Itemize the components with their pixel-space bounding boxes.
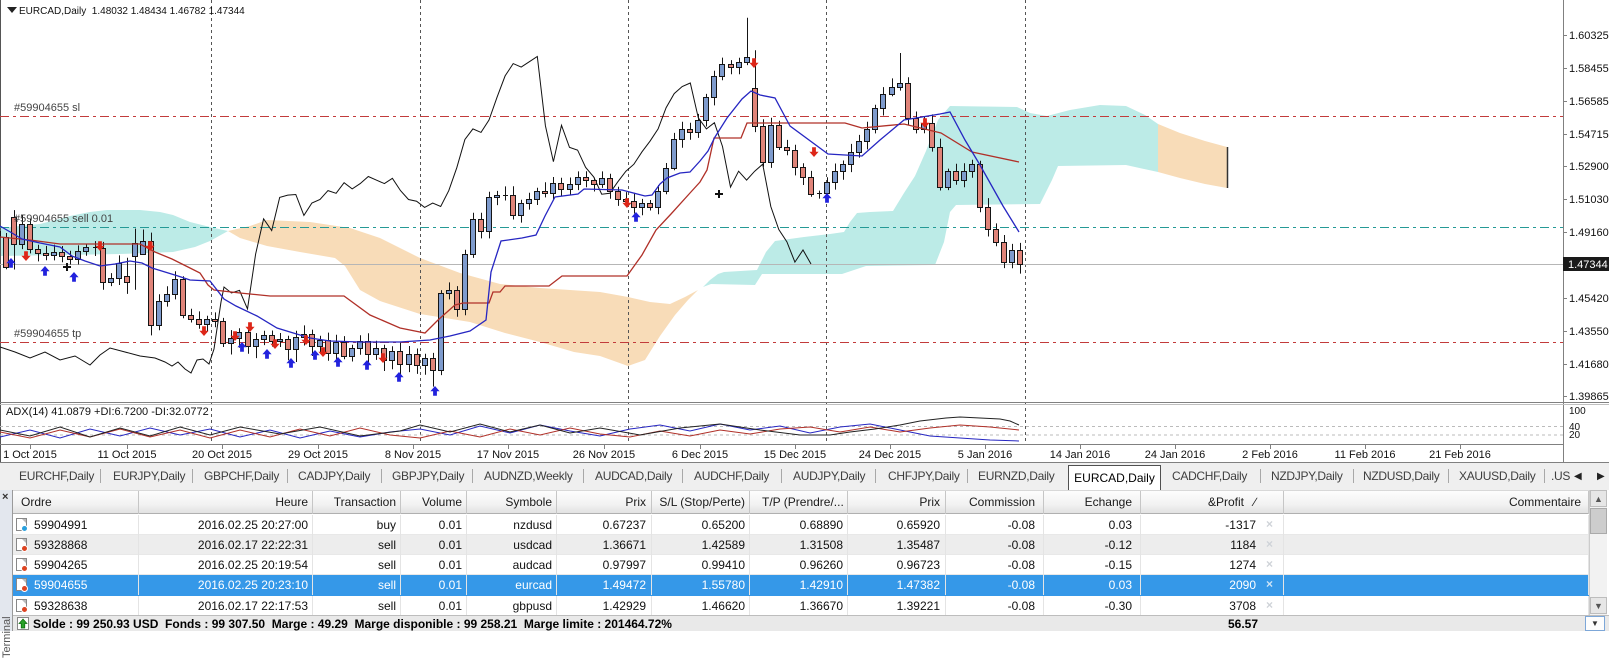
svg-text:1.56585: 1.56585 bbox=[1569, 96, 1609, 108]
svg-text:1.41680: 1.41680 bbox=[1569, 359, 1609, 371]
svg-text:1.58455: 1.58455 bbox=[1569, 63, 1609, 75]
svg-text:1.49160: 1.49160 bbox=[1569, 227, 1609, 239]
svg-text:11 Feb 2016: 11 Feb 2016 bbox=[1335, 449, 1396, 461]
svg-text:15 Dec 2015: 15 Dec 2015 bbox=[764, 449, 826, 461]
svg-text:24 Dec 2015: 24 Dec 2015 bbox=[859, 449, 921, 461]
svg-text:1.52900: 1.52900 bbox=[1569, 161, 1609, 173]
svg-text:20 Oct 2015: 20 Oct 2015 bbox=[192, 449, 252, 461]
svg-text:1.60325: 1.60325 bbox=[1569, 30, 1609, 42]
svg-text:100: 100 bbox=[1569, 406, 1586, 417]
svg-text:EURCAD,Daily 1.48032 1.48434: EURCAD,Daily 1.48032 1.48434 1.46782 1.4… bbox=[19, 6, 245, 17]
svg-text:1 Oct 2015: 1 Oct 2015 bbox=[3, 449, 57, 461]
svg-text:24 Jan 2016: 24 Jan 2016 bbox=[1145, 449, 1206, 461]
svg-text:1.54715: 1.54715 bbox=[1569, 129, 1609, 141]
svg-text:8 Nov 2015: 8 Nov 2015 bbox=[385, 449, 441, 461]
svg-text:#59904655 sell 0.01: #59904655 sell 0.01 bbox=[14, 213, 113, 225]
svg-text:26 Nov 2015: 26 Nov 2015 bbox=[573, 449, 635, 461]
svg-text:5 Jan 2016: 5 Jan 2016 bbox=[958, 449, 1012, 461]
svg-text:2 Feb 2016: 2 Feb 2016 bbox=[1242, 449, 1298, 461]
svg-text:6 Dec 2015: 6 Dec 2015 bbox=[672, 449, 728, 461]
svg-text:1.51030: 1.51030 bbox=[1569, 194, 1609, 206]
svg-text:20: 20 bbox=[1569, 430, 1581, 441]
svg-text:29 Oct 2015: 29 Oct 2015 bbox=[288, 449, 348, 461]
svg-text:1.45420: 1.45420 bbox=[1569, 293, 1609, 305]
svg-text:21 Feb 2016: 21 Feb 2016 bbox=[1429, 449, 1491, 461]
svg-text:ADX(14) 41.0879 +DI:6.7200 -DI: ADX(14) 41.0879 +DI:6.7200 -DI:32.0772 bbox=[6, 406, 209, 418]
svg-text:#59904655 sl: #59904655 sl bbox=[14, 102, 80, 114]
svg-text:40: 40 bbox=[1569, 422, 1581, 433]
svg-text:#59904655 tp: #59904655 tp bbox=[14, 328, 81, 340]
svg-text:1.47344: 1.47344 bbox=[1568, 259, 1608, 271]
svg-text:14 Jan 2016: 14 Jan 2016 bbox=[1050, 449, 1111, 461]
svg-text:17 Nov 2015: 17 Nov 2015 bbox=[477, 449, 539, 461]
svg-text:1.43550: 1.43550 bbox=[1569, 326, 1609, 338]
svg-text:1.39865: 1.39865 bbox=[1569, 391, 1609, 403]
svg-text:11 Oct 2015: 11 Oct 2015 bbox=[97, 449, 156, 461]
